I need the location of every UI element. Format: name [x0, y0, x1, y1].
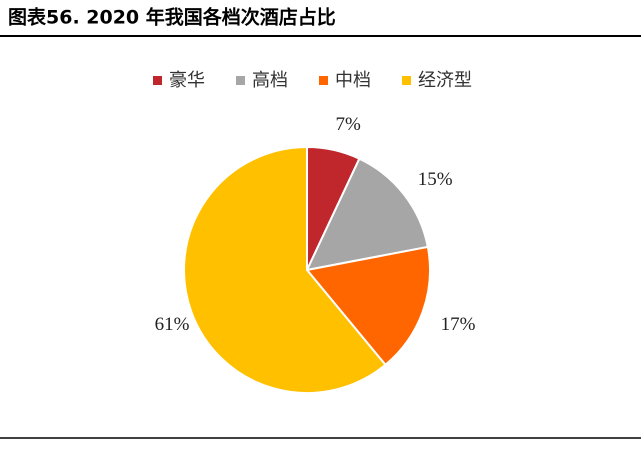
legend-swatch [153, 76, 162, 85]
legend-label: 高档 [252, 70, 288, 91]
data-label: 61% [155, 314, 190, 335]
legend-swatch [402, 76, 411, 85]
legend-swatch [319, 76, 328, 85]
pie-slice [305, 157, 429, 272]
legend-swatch [236, 76, 245, 85]
legend-label: 中档 [335, 70, 371, 91]
legend-label: 经济型 [418, 70, 472, 91]
pie-slice [183, 145, 387, 394]
data-label: 7% [335, 114, 361, 135]
chart-title: 图表56. 2020 年我国各档次酒店占比 [8, 6, 336, 29]
pie-slice [305, 245, 431, 367]
data-label: 17% [441, 314, 476, 335]
legend-label: 豪华 [169, 70, 205, 91]
data-label: 15% [418, 169, 453, 190]
